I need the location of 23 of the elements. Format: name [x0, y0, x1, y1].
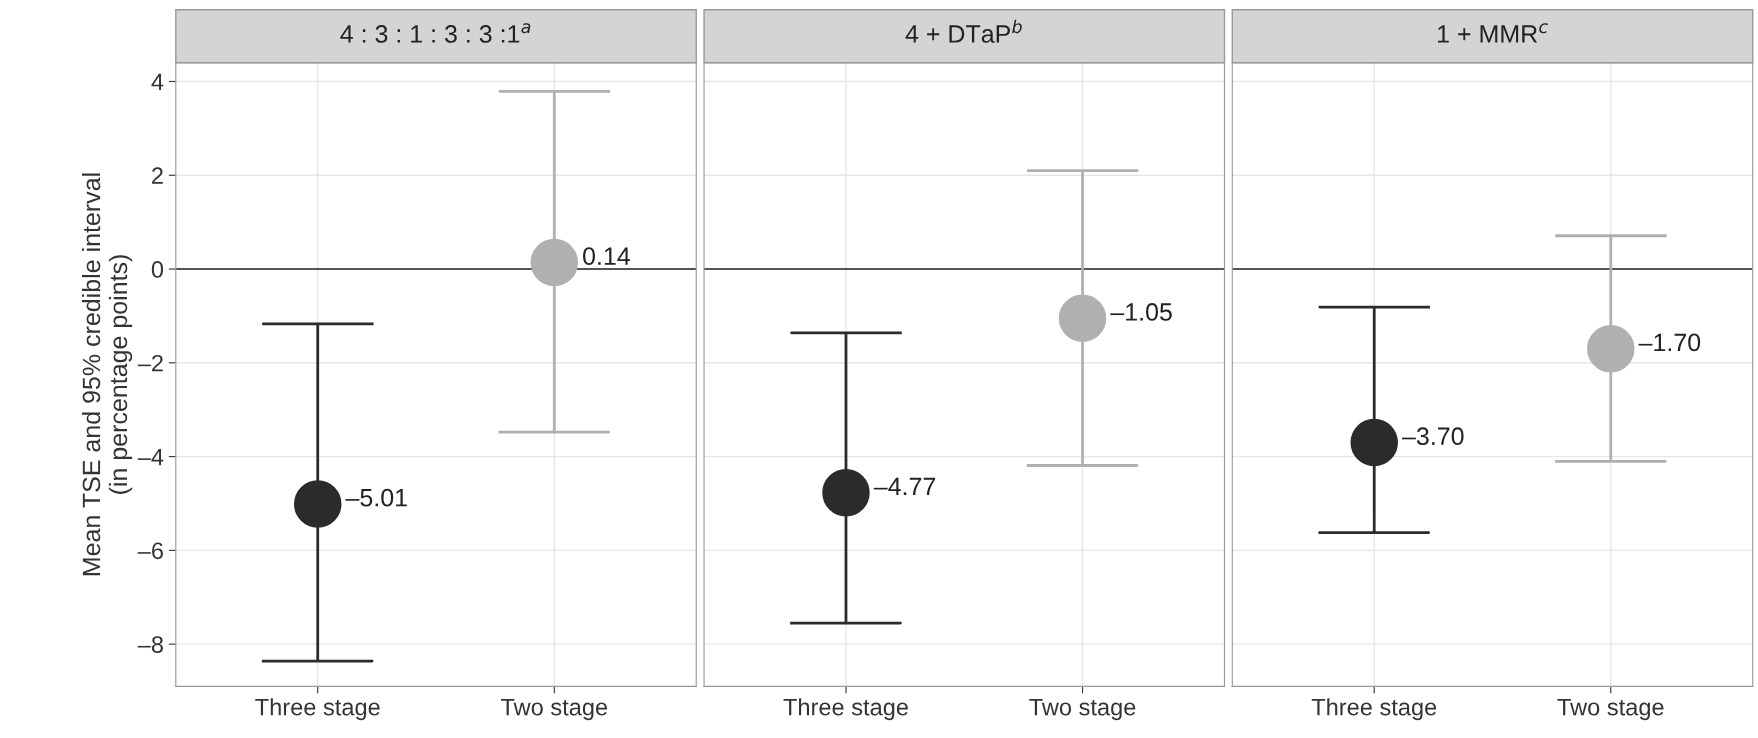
y-tick-label: –4 [137, 448, 164, 466]
data-label: –4.77 [873, 477, 936, 495]
chart-title: 1 + MMR$^{c}$ [1438, 23, 1548, 43]
y-tick-label: –8 [137, 636, 163, 653]
data-label: –3.70 [1402, 427, 1464, 446]
x-tick-label: Three stage [1311, 698, 1437, 721]
y-tick-label: 4 [151, 73, 164, 91]
y-tick-label: 2 [152, 167, 163, 184]
x-tick-label: Three stage [783, 698, 908, 721]
data-label: 0.14 [583, 247, 630, 266]
x-tick-label: Two stage [501, 699, 608, 721]
x-tick-label: Two stage [1557, 699, 1664, 721]
chart-title: 4 + DTaP$^{b}$ [905, 19, 1022, 43]
y-tick-label: –6 [137, 542, 163, 560]
data-label: –1.05 [1110, 303, 1172, 321]
data-label: –5.01 [345, 488, 407, 507]
y-tick-label: 0 [151, 261, 164, 278]
data-label: –1.70 [1638, 333, 1701, 352]
x-tick-label: Three stage [255, 698, 380, 721]
chart-title: 4 : 3 : 1 : 3 : 3 :1$^{a}$ [340, 23, 531, 43]
y-axis-title: Mean TSE and 95% credible interval (in percentage points) [81, 173, 133, 576]
x-tick-label: Two stage [1029, 699, 1136, 721]
y-tick-label: –2 [137, 354, 163, 372]
